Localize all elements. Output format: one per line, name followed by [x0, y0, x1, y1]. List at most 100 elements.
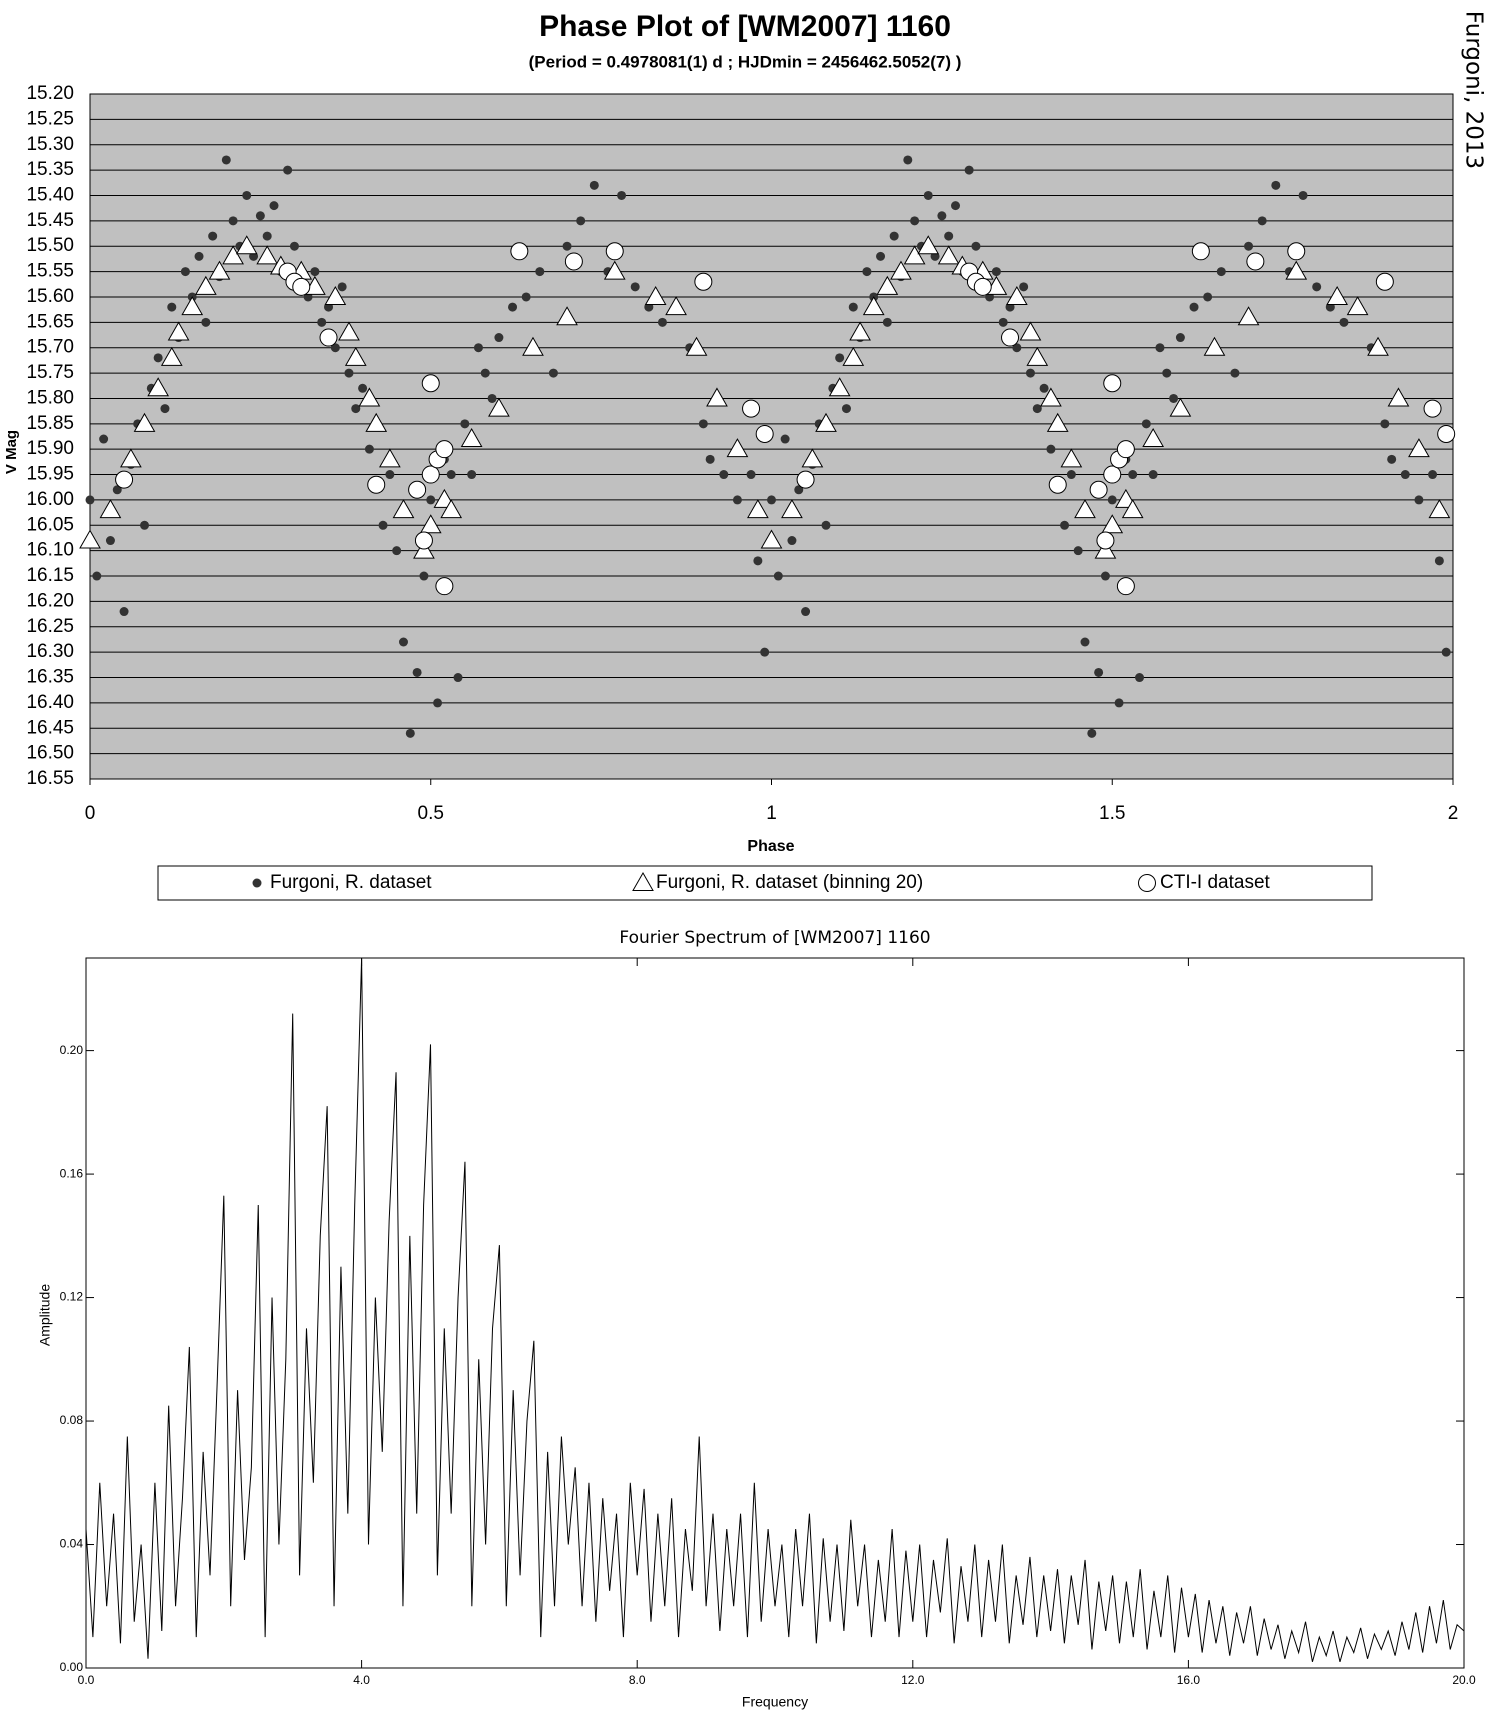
y-tick-label: 15.50 [26, 235, 74, 256]
data-point [917, 235, 940, 255]
data-point [201, 317, 211, 327]
x-tick-label: 2 [1448, 803, 1459, 824]
data-point [317, 317, 327, 327]
data-point [324, 285, 347, 305]
data-point [944, 231, 954, 241]
y-tick-label: 16.20 [26, 590, 74, 611]
data-point [1326, 285, 1349, 305]
y-tick-label: 16.55 [26, 768, 74, 789]
y-tick-label: 15.35 [26, 159, 74, 180]
data-point [903, 245, 926, 265]
data-point [414, 531, 433, 550]
data-point [119, 607, 129, 617]
data-point [1380, 419, 1390, 429]
data-point [1414, 495, 1424, 505]
data-point [392, 546, 402, 556]
x-tick-label: 0.0 [78, 1673, 95, 1687]
y-tick-label: 16.25 [26, 616, 74, 637]
data-point [421, 465, 440, 484]
data-point [937, 245, 960, 265]
y-tick-label: 15.55 [26, 261, 74, 282]
data-point [991, 267, 1001, 277]
x-axis-label: Phase [747, 838, 794, 855]
data-point [617, 190, 627, 200]
data-point [1169, 393, 1179, 403]
data-point [562, 241, 572, 251]
data-point [160, 404, 170, 414]
x-tick-label: 16.0 [1177, 1673, 1201, 1687]
data-point [167, 302, 177, 312]
data-point [630, 282, 640, 292]
y-tick-label: 0.00 [60, 1660, 84, 1674]
data-point [365, 412, 388, 432]
y-tick-label: 15.25 [26, 108, 74, 129]
spectrum-line [85, 957, 1465, 1662]
data-point [222, 245, 244, 265]
data-point [910, 216, 920, 226]
data-point [1032, 404, 1042, 414]
data-point [494, 333, 504, 343]
data-point [1026, 346, 1049, 366]
data-point [1346, 296, 1369, 316]
data-point [760, 529, 783, 549]
data-point [1012, 343, 1022, 353]
x-tick-label: 0 [85, 803, 96, 824]
y-axis-label: V Mag [3, 430, 20, 474]
data-point [1408, 438, 1430, 458]
data-point [1428, 499, 1451, 519]
data-point [338, 321, 360, 341]
y-tick-label: 16.15 [26, 565, 74, 586]
data-point [644, 285, 667, 305]
data-point [1087, 728, 1097, 738]
chart-title: Phase Plot of [WM2007] 1160 [539, 10, 951, 43]
data-point [746, 470, 756, 480]
data-point [1162, 368, 1172, 378]
legend-marker [632, 871, 654, 891]
data-point [310, 267, 320, 277]
data-point [440, 499, 463, 519]
data-point [1046, 444, 1056, 454]
y-tick-label: 15.90 [26, 438, 74, 459]
data-point [973, 277, 992, 296]
data-point [1230, 368, 1240, 378]
data-point [1189, 302, 1199, 312]
data-point [1142, 428, 1165, 448]
data-point [262, 231, 272, 241]
data-point [1005, 285, 1028, 305]
data-point [998, 317, 1008, 327]
data-point [1387, 454, 1397, 464]
data-point [971, 241, 981, 251]
data-point [548, 368, 558, 378]
data-point [1257, 216, 1267, 226]
data-point [1135, 673, 1145, 683]
data-point [473, 343, 483, 353]
data-point [1287, 242, 1306, 261]
y-tick-label: 15.95 [26, 464, 74, 485]
data-point [319, 328, 338, 347]
data-point [1237, 306, 1260, 326]
data-point [1203, 336, 1226, 356]
data-point [767, 495, 776, 505]
data-point [378, 448, 401, 468]
data-point [862, 296, 885, 316]
data-point [337, 282, 347, 292]
data-point [421, 374, 440, 393]
data-point [167, 321, 190, 341]
data-point [1203, 292, 1213, 302]
data-point [760, 647, 770, 657]
data-point [1116, 577, 1135, 596]
data-point [426, 495, 436, 505]
data-point [665, 296, 687, 316]
data-point [903, 155, 913, 165]
data-point [1128, 470, 1138, 480]
data-point [358, 383, 368, 393]
data-point [330, 343, 340, 353]
data-point [1096, 531, 1115, 550]
data-point [1080, 637, 1090, 647]
data-point [1434, 556, 1444, 566]
data-point [781, 499, 803, 519]
data-point [1040, 387, 1062, 407]
y-tick-label: 15.85 [26, 413, 74, 434]
data-point [603, 260, 626, 280]
data-point [923, 190, 933, 200]
